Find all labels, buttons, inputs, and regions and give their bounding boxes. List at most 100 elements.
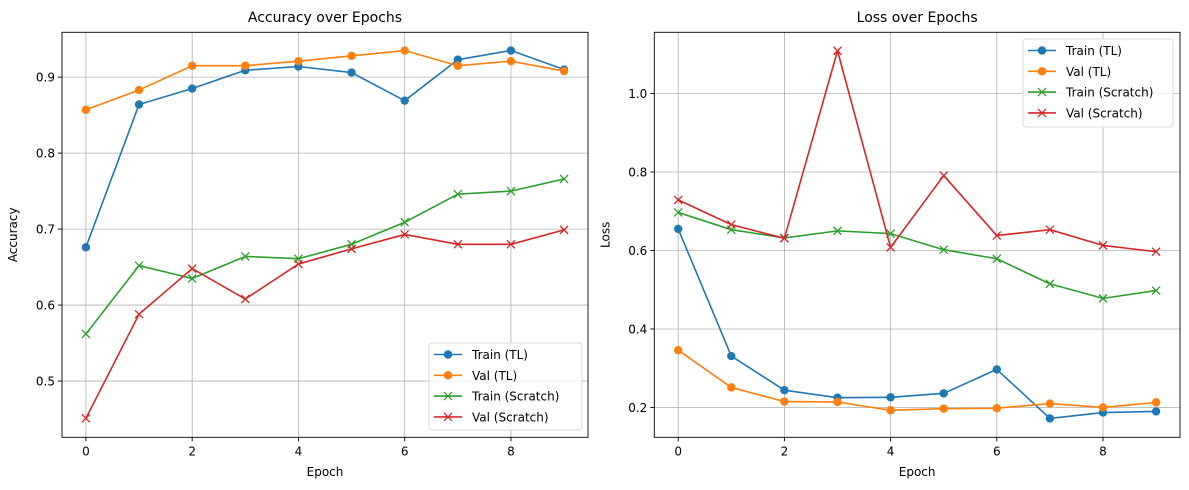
- accuracy-data-point: [294, 56, 303, 66]
- accuracy-legend-swatch-marker: [443, 412, 453, 422]
- loss-ytick-label: 0.4: [628, 322, 647, 336]
- accuracy-data-point: [347, 244, 357, 254]
- accuracy-data-point-stroke-b: [453, 239, 463, 249]
- accuracy-data-point: [453, 55, 463, 64]
- loss-grid: [654, 32, 1180, 438]
- loss-data-point-stroke-b: [1098, 240, 1108, 250]
- accuracy-legend-swatch-marker: [443, 391, 453, 401]
- accuracy-data-point: [347, 51, 356, 61]
- loss-data-point: [1045, 399, 1055, 408]
- accuracy-data-point: [134, 85, 144, 95]
- loss-ticks: 0 2 4 6 8 0.2 0.4 0.6 0.8 1.0: [628, 87, 1107, 458]
- accuracy-ytick-label: 0.9: [36, 71, 55, 85]
- accuracy-legend-label: Train (TL): [471, 348, 528, 362]
- loss-data-point: [886, 242, 896, 252]
- loss-chart-xlabel: Epoch: [899, 465, 936, 479]
- loss-data-point: [780, 397, 789, 406]
- accuracy-legend: Train (TL) Val (TL) Train (Scratch) Val (Sc…: [428, 342, 583, 431]
- accuracy-legend-swatch-marker: [443, 371, 453, 380]
- accuracy-legend-item: Val (TL): [434, 369, 517, 383]
- loss-data-point-stroke-b: [726, 220, 736, 230]
- accuracy-data-point: [506, 56, 516, 66]
- accuracy-data-point: [400, 96, 409, 105]
- accuracy-xtick-label: 8: [507, 444, 515, 458]
- accuracy-xtick-label: 0: [82, 444, 90, 458]
- accuracy-data-point: [187, 61, 197, 70]
- accuracy-data-point-stroke-b: [293, 259, 303, 269]
- loss-data-point: [992, 254, 1002, 264]
- accuracy-data-point-stroke-b: [134, 309, 144, 319]
- accuracy-grid: [62, 32, 588, 438]
- accuracy-chart: 0 2 4 6 8 0.5 0.6 0.7 0.8 0.9 Accuracy over Epoch…: [6, 10, 589, 479]
- accuracy-series-line: [85, 49, 565, 248]
- loss-data-point-stroke-b: [833, 46, 842, 56]
- loss-data-point: [992, 404, 1002, 413]
- loss-data-point: [779, 233, 789, 243]
- accuracy-series-line: [85, 49, 565, 111]
- loss-series-line: [677, 211, 1157, 300]
- loss-data-point-stroke-b: [673, 195, 683, 205]
- loss-series-group: [673, 46, 1161, 423]
- loss-data-point-stroke-b: [1151, 247, 1161, 257]
- loss-legend-swatch-marker-stroke-b: [1037, 108, 1047, 118]
- accuracy-data-point-stroke-b: [506, 239, 516, 249]
- loss-xtick-label: 4: [887, 444, 895, 458]
- accuracy-data-point-stroke-b: [187, 274, 197, 283]
- accuracy-chart-ylabel: Accuracy: [6, 207, 20, 262]
- loss-data-point-stroke-b: [673, 207, 683, 217]
- accuracy-data-point: [240, 251, 250, 261]
- accuracy-series-line: [85, 178, 565, 335]
- accuracy-ticks: 0 2 4 6 8 0.5 0.6 0.7 0.8 0.9: [36, 71, 515, 459]
- loss-data-point-stroke-b: [939, 171, 949, 181]
- loss-data-point: [1098, 403, 1108, 412]
- loss-chart: 0 2 4 6 8 0.2 0.4 0.6 0.8 1.0 Loss over Epochs Ep…: [598, 10, 1181, 479]
- loss-series-line: [677, 228, 1157, 420]
- accuracy-data-point: [559, 66, 569, 76]
- accuracy-data-point: [134, 100, 144, 109]
- accuracy-data-point: [400, 217, 410, 227]
- loss-xtick-label: 0: [674, 444, 682, 458]
- accuracy-data-point: [559, 225, 569, 235]
- loss-data-point: [939, 171, 949, 181]
- accuracy-legend-box: [428, 342, 583, 431]
- loss-series-val-tl: [673, 345, 1161, 415]
- accuracy-legend-swatch-marker: [443, 350, 453, 359]
- accuracy-series-val-scratch: [81, 225, 569, 423]
- accuracy-data-point-stroke-b: [400, 217, 410, 227]
- loss-data-point-stroke-b: [833, 226, 842, 236]
- loss-ytick-label: 1.0: [628, 87, 647, 101]
- loss-data-point: [673, 195, 683, 205]
- loss-data-point: [1151, 398, 1161, 407]
- accuracy-data-point: [453, 239, 463, 249]
- accuracy-data-point: [453, 189, 463, 199]
- loss-data-point: [727, 351, 736, 361]
- loss-series-train-tl: [673, 224, 1161, 423]
- accuracy-data-point-stroke-b: [347, 244, 357, 254]
- accuracy-series-line: [85, 229, 565, 419]
- loss-xtick-label: 2: [781, 444, 789, 458]
- loss-legend-item: Val (TL): [1028, 65, 1111, 79]
- loss-axes-frame: [653, 31, 1181, 438]
- accuracy-data-point-stroke-b: [240, 251, 250, 261]
- accuracy-legend-item: Train (Scratch): [434, 390, 559, 404]
- accuracy-data-point: [453, 61, 463, 70]
- loss-legend-item: Val (Scratch): [1028, 106, 1143, 120]
- loss-ytick-label: 0.8: [628, 166, 647, 180]
- loss-legend-label: Train (Scratch): [1065, 86, 1153, 100]
- loss-data-point: [727, 383, 736, 392]
- accuracy-xtick-label: 2: [188, 444, 196, 458]
- accuracy-ytick-label: 0.6: [36, 299, 55, 313]
- loss-xtick-label: 6: [993, 444, 1001, 458]
- accuracy-data-point: [81, 105, 91, 115]
- loss-data-point: [886, 406, 895, 415]
- loss-data-point: [1098, 240, 1108, 250]
- loss-data-point: [1151, 407, 1161, 416]
- loss-series-val-scratch: [673, 46, 1161, 257]
- loss-legend-box: [1022, 38, 1174, 128]
- loss-data-point-stroke-b: [992, 254, 1002, 264]
- accuracy-axes-frame: [61, 31, 589, 438]
- loss-data-point-stroke-b: [779, 233, 789, 243]
- loss-data-point: [886, 393, 895, 402]
- loss-data-point-stroke-b: [1098, 293, 1108, 303]
- accuracy-data-point-stroke-b: [134, 261, 144, 271]
